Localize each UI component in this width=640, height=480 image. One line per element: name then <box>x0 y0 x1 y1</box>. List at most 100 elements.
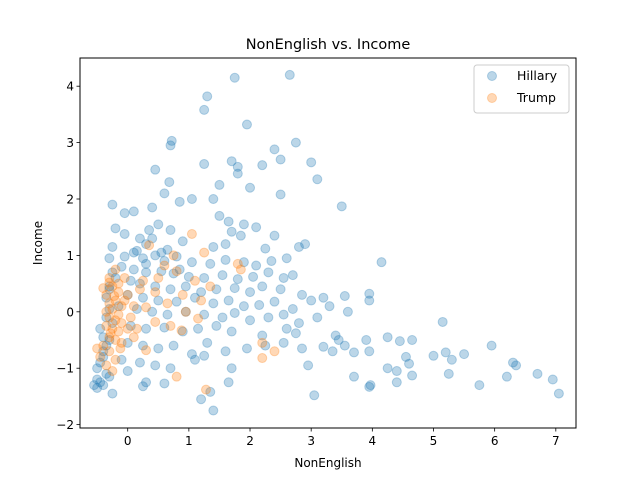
x-tick-label: 2 <box>246 434 254 448</box>
data-point-hillary <box>229 72 240 83</box>
data-point-hillary <box>407 335 418 346</box>
data-point-hillary <box>269 144 280 155</box>
data-point-hillary <box>312 312 323 323</box>
data-point-trump <box>110 315 121 326</box>
data-point-hillary <box>141 258 152 269</box>
data-point-hillary <box>324 301 335 312</box>
data-point-hillary <box>364 381 375 392</box>
data-point-hillary <box>131 303 142 314</box>
data-point-hillary <box>128 247 139 258</box>
data-point-trump <box>110 354 121 365</box>
data-point-hillary <box>107 199 118 210</box>
data-point-trump <box>113 326 124 337</box>
data-point-hillary <box>141 323 152 334</box>
data-point-trump <box>101 360 112 371</box>
data-point-hillary <box>229 283 240 294</box>
data-point-hillary <box>137 292 148 303</box>
data-point-hillary <box>174 264 185 275</box>
data-point-hillary <box>101 292 112 303</box>
data-point-hillary <box>186 194 197 205</box>
data-point-trump <box>125 312 136 323</box>
data-point-hillary <box>153 219 164 230</box>
data-point-hillary <box>257 330 268 341</box>
data-point-trump <box>162 298 173 309</box>
data-point-hillary <box>297 289 308 300</box>
data-points <box>89 69 564 416</box>
data-point-trump <box>159 260 170 271</box>
data-point-hillary <box>205 386 216 397</box>
data-point-hillary <box>232 274 243 285</box>
data-point-hillary <box>162 309 173 320</box>
data-point-trump <box>128 332 139 343</box>
data-point-hillary <box>119 208 130 219</box>
data-point-hillary <box>284 69 295 80</box>
data-point-hillary <box>547 374 558 385</box>
data-point-hillary <box>501 371 512 382</box>
data-point-hillary <box>98 332 109 343</box>
data-point-hillary <box>92 363 103 374</box>
data-point-hillary <box>162 244 173 255</box>
data-point-hillary <box>251 260 262 271</box>
data-point-hillary <box>183 271 194 282</box>
data-point-hillary <box>189 354 200 365</box>
data-point-trump <box>269 346 280 357</box>
data-point-hillary <box>223 377 234 388</box>
data-point-trump <box>205 281 216 292</box>
x-tick-label: 4 <box>369 434 377 448</box>
data-point-hillary <box>134 357 145 368</box>
data-point-trump <box>177 289 188 300</box>
data-point-trump <box>165 320 176 331</box>
data-point-hillary <box>128 206 139 217</box>
data-point-hillary <box>260 243 271 254</box>
data-point-trump <box>101 306 112 317</box>
data-point-hillary <box>257 281 268 292</box>
data-point-hillary <box>297 343 308 354</box>
data-point-trump <box>116 301 127 312</box>
data-point-hillary <box>202 91 213 102</box>
legend-box <box>473 64 570 114</box>
data-point-hillary <box>364 288 375 299</box>
data-point-trump <box>150 287 161 298</box>
data-point-hillary <box>241 343 252 354</box>
data-point-hillary <box>153 343 164 354</box>
data-point-hillary <box>180 306 191 317</box>
data-point-hillary <box>159 256 170 267</box>
data-point-hillary <box>174 196 185 207</box>
data-point-hillary <box>278 272 289 283</box>
data-point-trump <box>122 289 133 300</box>
data-point-hillary <box>147 306 158 317</box>
data-point-trump <box>113 309 124 320</box>
data-point-hillary <box>165 140 176 151</box>
y-tick-label: 3 <box>66 136 74 150</box>
data-point-hillary <box>348 371 359 382</box>
data-point-hillary <box>211 284 222 295</box>
legend-marker-hillary <box>487 71 497 81</box>
data-point-trump <box>104 346 115 357</box>
y-tick-label: 2 <box>66 193 74 207</box>
data-point-hillary <box>275 154 286 165</box>
data-point-hillary <box>107 267 118 278</box>
data-point-hillary <box>238 301 249 312</box>
data-point-hillary <box>278 337 289 348</box>
data-point-hillary <box>263 267 274 278</box>
data-point-trump <box>235 264 246 275</box>
data-point-hillary <box>407 370 418 381</box>
data-point-hillary <box>122 337 133 348</box>
data-point-hillary <box>95 377 106 388</box>
data-point-hillary <box>199 104 210 115</box>
data-point-hillary <box>226 156 237 167</box>
data-point-hillary <box>199 309 210 320</box>
x-tick-label: 1 <box>185 434 193 448</box>
data-point-hillary <box>437 316 448 327</box>
data-point-hillary <box>92 374 103 385</box>
data-point-hillary <box>260 340 271 351</box>
data-point-hillary <box>382 363 393 374</box>
data-point-hillary <box>177 236 188 247</box>
data-point-hillary <box>309 390 320 401</box>
data-point-hillary <box>365 380 376 391</box>
data-point-hillary <box>364 295 375 306</box>
data-point-trump <box>171 371 182 382</box>
data-point-trump <box>110 295 121 306</box>
data-point-hillary <box>125 320 136 331</box>
data-point-hillary <box>474 380 485 391</box>
